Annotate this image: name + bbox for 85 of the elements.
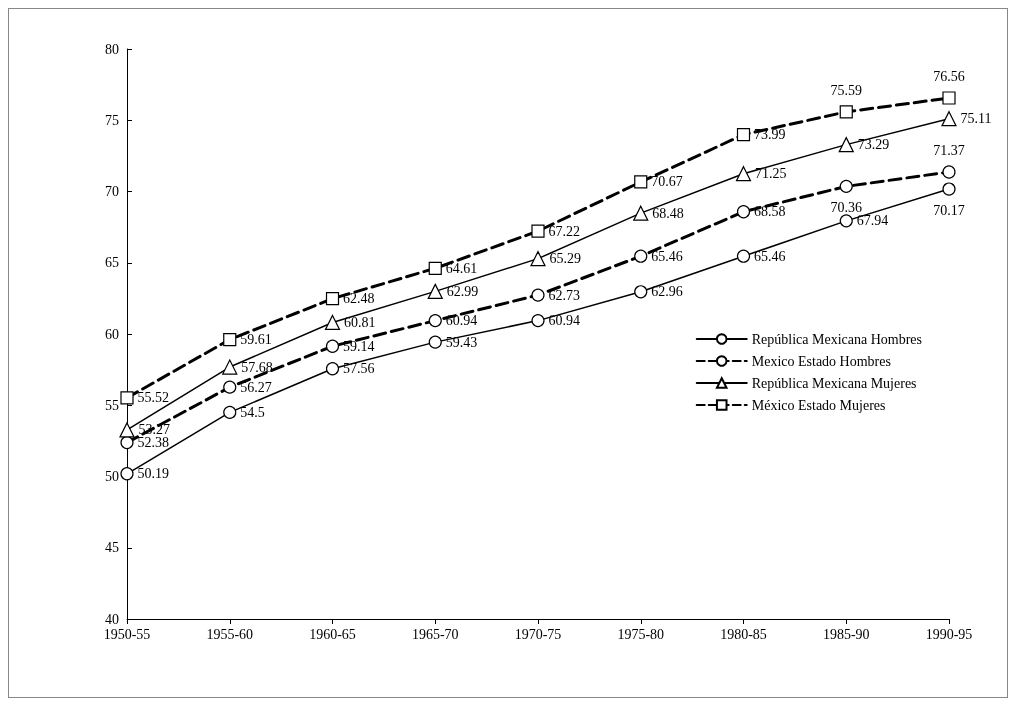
x-tick-label: 1985-90 <box>822 626 870 642</box>
data-label: 67.22 <box>548 223 581 239</box>
point <box>530 251 546 267</box>
y-tick-label: 60 <box>105 326 119 342</box>
point <box>325 339 340 353</box>
point <box>736 249 751 263</box>
point <box>942 182 956 196</box>
data-label: 59.43 <box>445 334 478 350</box>
x-tick-label: 1950-55 <box>103 626 151 642</box>
point <box>838 137 854 153</box>
y-tick-label: 40 <box>105 611 119 627</box>
y-tick-label: 45 <box>105 540 119 556</box>
data-label: 65.46 <box>651 248 683 264</box>
data-label: 50.19 <box>137 466 170 482</box>
point <box>839 105 853 119</box>
data-label: 68.48 <box>652 205 684 221</box>
point <box>325 362 340 376</box>
point <box>633 205 649 221</box>
y-tick-label: 55 <box>105 397 119 413</box>
point <box>634 285 648 299</box>
data-label: 67.94 <box>856 213 889 229</box>
point <box>120 391 134 405</box>
point <box>942 91 956 105</box>
point <box>325 292 340 306</box>
data-label: 60.81 <box>344 314 376 330</box>
data-label: 70.36 <box>830 200 862 216</box>
point <box>120 435 134 450</box>
point <box>531 224 545 238</box>
data-label: 54.5 <box>240 404 265 420</box>
point <box>223 405 237 419</box>
point <box>428 261 442 275</box>
legend-label: México Estado Mujeres <box>751 397 886 413</box>
x-tick-label: 1975-80 <box>617 626 665 642</box>
point <box>839 214 853 228</box>
legend-label: República Mexicana Hombres <box>751 331 922 347</box>
data-label: 60.94 <box>548 313 581 329</box>
data-label: 62.73 <box>548 287 581 303</box>
point <box>634 175 648 189</box>
x-tick-label: 1965-70 <box>411 626 459 642</box>
y-tick-label: 65 <box>105 255 119 271</box>
point <box>736 205 751 219</box>
x-tick-label: 1970-75 <box>514 626 562 642</box>
data-label: 71.37 <box>933 142 965 158</box>
y-tick-label: 75 <box>105 112 119 128</box>
data-label: 52.38 <box>137 435 170 451</box>
data-label: 57.68 <box>241 359 273 375</box>
data-label: 64.61 <box>445 260 478 276</box>
point <box>223 380 237 394</box>
point <box>839 179 853 193</box>
data-label: 55.52 <box>137 390 170 406</box>
data-label: 62.99 <box>446 283 479 299</box>
point <box>427 283 443 299</box>
data-label: 65.46 <box>754 248 786 264</box>
data-label: 70.17 <box>933 203 965 219</box>
data-label: 71.25 <box>755 166 787 182</box>
legend-label: República Mexicana Mujeres <box>751 375 917 391</box>
data-label: 70.67 <box>651 174 683 190</box>
data-label: 76.56 <box>933 68 965 84</box>
point <box>531 314 545 328</box>
legend-label: Mexico Estado Hombres <box>751 353 891 369</box>
y-tick-label: 70 <box>105 184 119 199</box>
point <box>735 166 752 182</box>
point <box>222 359 238 375</box>
x-tick-label: 1990-95 <box>925 626 973 642</box>
data-label: 65.29 <box>549 251 582 267</box>
point <box>324 314 341 331</box>
point <box>942 165 956 179</box>
data-label: 57.56 <box>343 361 375 377</box>
y-tick-label: 80 <box>105 41 119 57</box>
point <box>941 111 957 127</box>
point <box>428 335 442 349</box>
point <box>634 249 648 263</box>
x-tick-label: 1955-60 <box>206 626 254 642</box>
point <box>223 332 237 347</box>
point <box>531 288 545 302</box>
point <box>428 314 442 328</box>
data-label: 75.11 <box>960 111 992 127</box>
x-tick-label: 1960-65 <box>309 626 356 642</box>
point <box>736 128 751 142</box>
data-label: 62.96 <box>651 284 683 300</box>
x-tick-label: 1980-85 <box>720 626 767 642</box>
data-label: 75.59 <box>830 82 862 98</box>
data-label: 73.29 <box>857 137 890 153</box>
y-tick-label: 50 <box>105 469 119 484</box>
point <box>120 467 134 481</box>
